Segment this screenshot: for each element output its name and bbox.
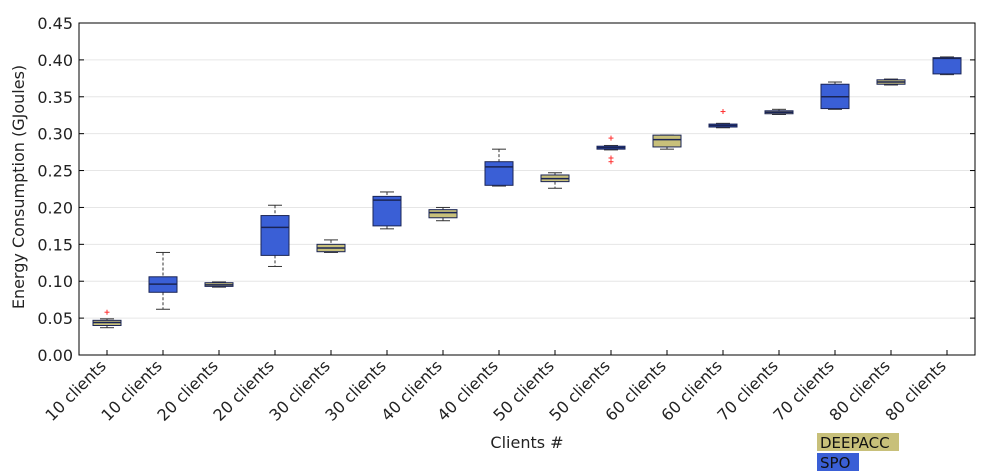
- y-tick-label: 0.25: [37, 162, 73, 181]
- outlier-marker: [608, 135, 614, 141]
- legend-item-spo: SPO: [817, 453, 859, 471]
- y-axis-label: Energy Consumption (GJoules): [9, 65, 28, 309]
- box-body: [428, 209, 458, 219]
- x-axis-label: Clients #: [490, 433, 563, 452]
- box-deepacc: [652, 134, 682, 150]
- y-tick-label: 0.30: [37, 125, 73, 144]
- box-spo: [932, 56, 962, 76]
- box-deepacc: [92, 309, 122, 329]
- box-deepacc: [540, 172, 570, 189]
- box-spo: [260, 204, 290, 267]
- box-body: [652, 134, 682, 148]
- legend-item-deepacc: DEEPACC: [817, 433, 899, 452]
- outlier-marker: [104, 309, 110, 315]
- legend-label: DEEPACC: [820, 434, 890, 452]
- y-tick-label: 0.20: [37, 198, 73, 217]
- outlier-marker: [720, 109, 726, 115]
- boxes: [92, 56, 962, 329]
- box-spo: [708, 109, 738, 129]
- y-tick-label: 0.05: [37, 309, 73, 328]
- box-spo: [596, 135, 626, 165]
- box-deepacc: [204, 281, 234, 288]
- outlier-marker: [608, 155, 614, 161]
- y-tick-label: 0.35: [37, 88, 73, 107]
- box-spo: [484, 148, 514, 187]
- y-tick-label: 0.10: [37, 272, 73, 291]
- box-spo: [148, 251, 178, 310]
- plot-frame: [78, 22, 976, 356]
- grid-lines: [79, 59, 975, 319]
- box-body: [932, 57, 962, 75]
- y-tick-label: 0.40: [37, 51, 73, 70]
- box-deepacc: [428, 206, 458, 222]
- box-body: [484, 161, 514, 186]
- box-deepacc: [316, 239, 346, 253]
- legend-label: SPO: [820, 454, 850, 471]
- legend: DEEPACC SPO: [817, 433, 899, 471]
- box-body: [372, 195, 402, 227]
- box-deepacc: [876, 78, 906, 86]
- legend-swatch: [817, 433, 899, 451]
- y-tick-label: 0.15: [37, 235, 73, 254]
- y-tick-label: 0.45: [37, 14, 73, 33]
- box-spo: [820, 81, 850, 110]
- box-deepacc: [764, 108, 794, 115]
- box-body: [260, 215, 290, 256]
- legend-swatch: [817, 453, 859, 471]
- y-axis-ticks: 0.00 0.05 0.10 0.15 0.20 0.25 0.30 0.35 0.40 0.45: [37, 14, 975, 365]
- y-tick-label: 0.00: [37, 346, 73, 365]
- x-tick-label: 80 clients: [881, 356, 949, 424]
- box-spo: [372, 191, 402, 230]
